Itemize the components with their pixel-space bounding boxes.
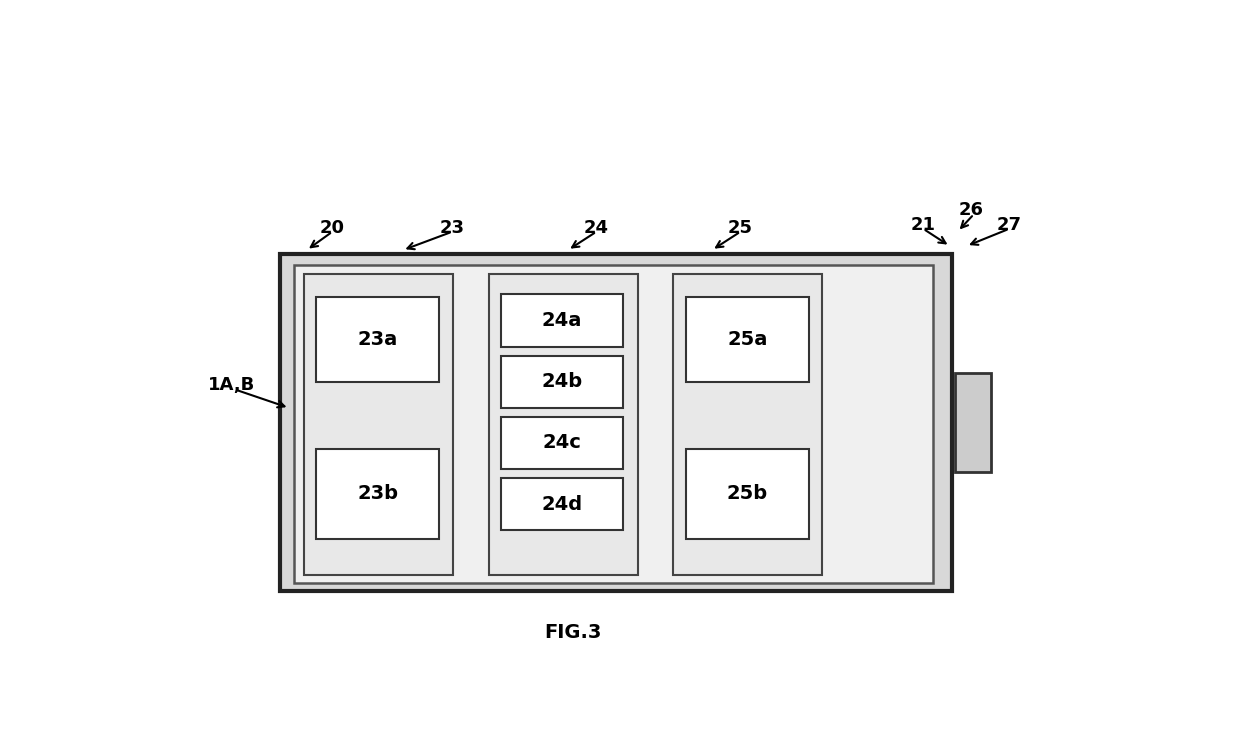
Bar [501, 355, 623, 408]
Bar [501, 478, 623, 530]
Bar [280, 254, 952, 591]
Text: 24: 24 [584, 218, 610, 237]
Bar [501, 295, 623, 347]
Bar [686, 449, 809, 539]
Text: 26: 26 [959, 201, 984, 219]
Text: 21: 21 [911, 215, 935, 234]
Text: 23a: 23a [358, 330, 398, 349]
Bar [501, 417, 623, 469]
Text: 23b: 23b [357, 485, 398, 503]
Bar [294, 265, 933, 583]
Text: 25: 25 [729, 218, 753, 237]
Bar [316, 449, 439, 539]
Bar [304, 274, 452, 575]
Text: 25a: 25a [727, 330, 767, 349]
Bar [955, 373, 991, 472]
Text: 23: 23 [440, 218, 465, 237]
Bar [674, 274, 823, 575]
Text: FIG.3: FIG.3 [544, 623, 601, 642]
Bar [489, 274, 638, 575]
Text: 20: 20 [320, 218, 344, 237]
Text: 1A,B: 1A,B [208, 376, 255, 394]
Text: 25b: 25b [727, 485, 768, 503]
Text: 24b: 24b [541, 372, 582, 392]
Bar [686, 297, 809, 382]
Text: 24a: 24a [541, 311, 582, 330]
Bar [316, 297, 439, 382]
Text: 24c: 24c [543, 433, 581, 452]
Text: 27: 27 [997, 215, 1022, 234]
Text: 24d: 24d [541, 494, 582, 513]
